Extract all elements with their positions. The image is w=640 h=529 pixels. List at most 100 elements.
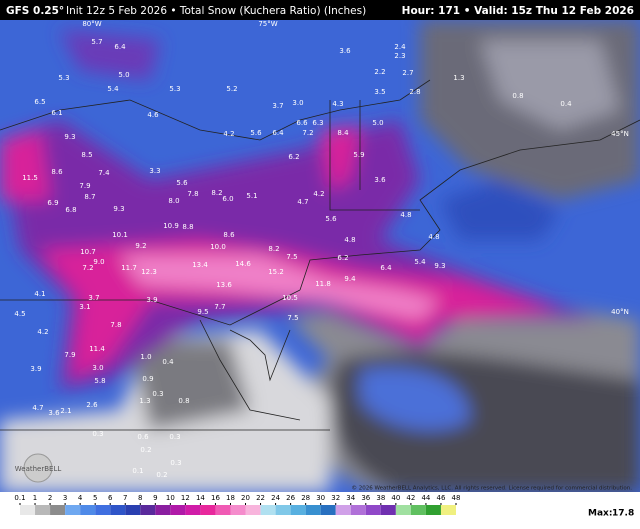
color-swatch (155, 505, 171, 515)
snow-value: 3.6 (48, 409, 60, 417)
snow-value: 15.2 (268, 268, 284, 276)
color-swatch (350, 505, 366, 515)
snow-value: 8.7 (84, 193, 95, 201)
snow-value: 5.4 (107, 85, 119, 93)
snow-value: 12.3 (141, 268, 157, 276)
snow-value: 5.6 (325, 215, 337, 223)
snow-value: 0.4 (560, 100, 572, 108)
color-swatch (80, 505, 96, 515)
tick-label: 42 (406, 494, 415, 502)
snow-value: 11.5 (22, 174, 38, 182)
tick-label: 10 (166, 494, 175, 502)
snow-value: 4.1 (34, 290, 45, 298)
snow-value: 1.3 (453, 74, 464, 82)
snow-value: 2.1 (60, 407, 71, 415)
snow-value: 3.9 (30, 365, 41, 373)
snow-value: 3.0 (92, 364, 103, 372)
tick-label: 9 (153, 494, 157, 502)
snow-value: 6.2 (337, 254, 348, 262)
tick-label: 3 (63, 494, 67, 502)
snow-value: 5.0 (118, 71, 129, 79)
snow-value: 0.2 (140, 446, 151, 454)
max-label: Max: (588, 509, 612, 519)
color-swatch (185, 505, 201, 515)
snow-value: 0.4 (162, 358, 174, 366)
snow-value: 8.4 (337, 129, 349, 137)
tick-label: 26 (286, 494, 295, 502)
tick-label: 24 (271, 494, 280, 502)
tick-label: 36 (361, 494, 370, 502)
snow-value: 3.6 (374, 176, 386, 184)
snow-value: 3.0 (292, 99, 303, 107)
snow-value: 5.3 (58, 74, 69, 82)
snow-value: 6.8 (65, 206, 76, 214)
color-swatch (65, 505, 81, 515)
snow-value: 8.8 (182, 223, 193, 231)
snow-value: 7.2 (82, 264, 93, 272)
snow-value: 0.8 (512, 92, 523, 100)
snow-value: 9.4 (344, 275, 356, 283)
init-info: Init 12z 5 Feb 2026 • Total Snow (Kucher… (66, 5, 366, 17)
snow-value: 4.2 (37, 328, 48, 336)
colorbar: 0.1 1 2 3 4 5 6 7 8 9 10 12 14 16 18 20 22 24 26 28 30 32 34 36… (14, 494, 460, 515)
snow-value: 9.2 (135, 242, 146, 250)
snow-value: 9.3 (113, 205, 124, 213)
snow-value: 4.7 (32, 404, 43, 412)
snow-value: 4.8 (428, 233, 439, 241)
copyright: © 2026 WeatherBELL Analytics, LLC. All r… (352, 485, 633, 492)
color-swatch (200, 505, 216, 515)
snow-value: 4.2 (313, 190, 324, 198)
color-swatch (125, 505, 141, 515)
tick-label: 8 (138, 494, 142, 502)
snow-value: 7.5 (286, 253, 297, 261)
snow-value: 11.4 (89, 345, 105, 353)
lon-label: 75°W (258, 20, 277, 28)
snow-value: 0.3 (170, 459, 181, 467)
color-swatch (335, 505, 351, 515)
color-swatch (290, 505, 306, 515)
snow-value: 5.2 (226, 85, 237, 93)
snow-value: 4.2 (223, 130, 234, 138)
snow-value: 7.2 (302, 129, 313, 137)
snow-value: 5.0 (372, 119, 383, 127)
snow-value: 5.8 (94, 377, 105, 385)
tick-label: 7 (123, 494, 127, 502)
snow-value: 7.5 (287, 314, 298, 322)
tick-label: 6 (108, 494, 113, 502)
snow-value: 10.7 (80, 248, 96, 256)
snow-value: 3.9 (146, 296, 157, 304)
snow-value: 3.5 (374, 88, 385, 96)
snow-value: 2.8 (409, 88, 420, 96)
tick-label: 14 (196, 494, 205, 502)
snow-value: 13.6 (216, 281, 232, 289)
snow-value: 9.5 (197, 308, 208, 316)
snow-value: 3.6 (339, 47, 351, 55)
snow-value: 2.3 (394, 52, 405, 60)
color-swatch (395, 505, 411, 515)
snow-value: 2.7 (402, 69, 413, 77)
snow-value: 7.7 (214, 303, 225, 311)
snow-value: 3.7 (88, 294, 99, 302)
map (0, 20, 640, 492)
snow-value: 14.6 (235, 260, 251, 268)
color-swatch (380, 505, 396, 515)
snow-value: 0.1 (132, 467, 143, 475)
snow-value: 0.3 (92, 430, 103, 438)
snow-value: 8.5 (81, 151, 92, 159)
snow-value: 6.2 (288, 153, 299, 161)
snow-value: 5.6 (176, 179, 188, 187)
snow-value: 5.6 (250, 129, 262, 137)
valid-info: Hour: 171 • Valid: 15z Thu 12 Feb 2026 (402, 5, 634, 17)
snow-value: 6.9 (47, 199, 58, 207)
tick-label: 4 (78, 494, 83, 502)
tick-label: 18 (226, 494, 235, 502)
value-labels: 5.7 6.4 5.3 5.0 5.4 5.3 5.2 6.5 6.1 4.6 4.2 5.6 6.4 6… (14, 38, 572, 479)
color-swatch (170, 505, 186, 515)
tick-label: 20 (241, 494, 250, 502)
lat-label: 40°N (611, 308, 629, 316)
tick-label: 40 (391, 494, 400, 502)
snow-value: 1.0 (140, 353, 151, 361)
color-swatch (95, 505, 111, 515)
color-swatch (20, 505, 36, 515)
tick-label: 34 (346, 494, 355, 502)
